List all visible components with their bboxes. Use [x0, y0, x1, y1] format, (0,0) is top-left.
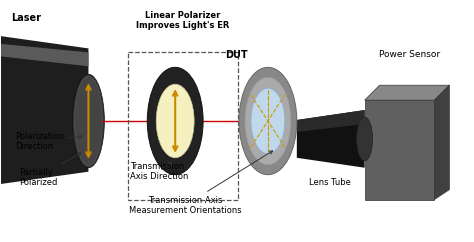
Polygon shape	[297, 110, 365, 168]
Ellipse shape	[156, 84, 194, 158]
Ellipse shape	[251, 88, 285, 154]
Polygon shape	[0, 30, 89, 189]
Bar	[128, 53, 238, 200]
Ellipse shape	[73, 74, 104, 168]
Text: Transmission
Axis Direction: Transmission Axis Direction	[130, 162, 189, 181]
Polygon shape	[0, 40, 89, 66]
Text: Laser: Laser	[11, 13, 41, 23]
Text: Power Sensor: Power Sensor	[379, 50, 440, 59]
Ellipse shape	[356, 117, 373, 161]
Text: Polarization
Direction: Polarization Direction	[15, 132, 82, 151]
Ellipse shape	[245, 77, 291, 165]
Text: Partially
Polarized: Partially Polarized	[18, 153, 81, 187]
Ellipse shape	[147, 67, 203, 175]
Ellipse shape	[239, 67, 297, 175]
Text: DUT: DUT	[225, 50, 247, 60]
Text: Linear Polarizer
Improves Light's ER: Linear Polarizer Improves Light's ER	[137, 11, 230, 30]
Text: Lens Tube: Lens Tube	[309, 178, 351, 187]
Text: Transmission Axis
Measurement Orientations: Transmission Axis Measurement Orientatio…	[129, 151, 273, 215]
Polygon shape	[434, 85, 449, 200]
Bar	[365, 100, 434, 200]
Polygon shape	[297, 110, 365, 132]
Polygon shape	[365, 85, 449, 100]
Ellipse shape	[74, 76, 102, 166]
